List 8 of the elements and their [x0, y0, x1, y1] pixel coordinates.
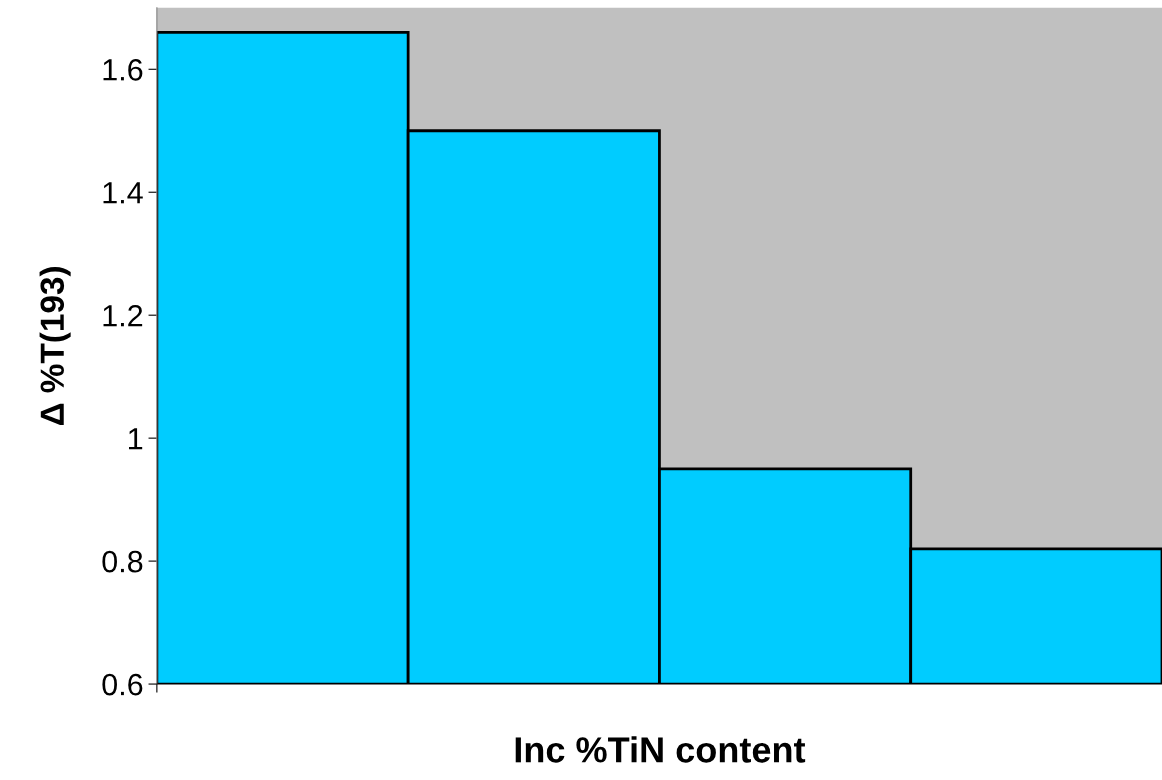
- y-tick-label: 1: [129, 428, 143, 450]
- y-tick-label: 0.8: [102, 550, 143, 573]
- y-tick-label: 0.6: [102, 673, 143, 696]
- y-axis-title: Δ %T(193): [39, 267, 71, 426]
- x-axis-title: Inc %TiN content: [515, 736, 806, 763]
- y-tick-label: 1.4: [103, 182, 143, 204]
- y-tick-label: 1.6: [103, 59, 143, 81]
- y-tick-label: 1.2: [103, 304, 143, 327]
